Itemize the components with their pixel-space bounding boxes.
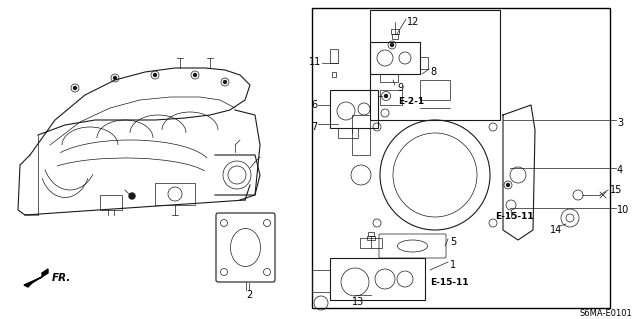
Bar bbox=[338, 128, 358, 138]
Bar bbox=[420, 80, 450, 100]
Bar bbox=[330, 258, 425, 300]
Text: S6MA-E0101: S6MA-E0101 bbox=[579, 309, 632, 318]
Bar bbox=[330, 49, 338, 63]
Bar bbox=[312, 8, 610, 308]
Bar bbox=[391, 29, 399, 34]
Text: 9: 9 bbox=[397, 83, 403, 93]
Text: 5: 5 bbox=[450, 237, 456, 247]
Circle shape bbox=[74, 86, 77, 90]
Text: 8: 8 bbox=[430, 67, 436, 77]
Bar bbox=[370, 42, 420, 74]
Circle shape bbox=[113, 77, 116, 79]
Bar bbox=[360, 238, 382, 248]
Bar bbox=[155, 183, 195, 205]
Bar bbox=[367, 236, 375, 240]
Bar bbox=[392, 34, 398, 39]
Text: E-2-1: E-2-1 bbox=[398, 97, 424, 106]
Bar bbox=[330, 90, 378, 128]
Text: 4: 4 bbox=[617, 165, 623, 175]
Circle shape bbox=[154, 73, 157, 77]
Circle shape bbox=[223, 80, 227, 84]
Bar bbox=[380, 90, 402, 105]
Circle shape bbox=[129, 193, 135, 199]
Text: 2: 2 bbox=[246, 290, 252, 300]
Text: FR.: FR. bbox=[52, 273, 72, 283]
Text: 6: 6 bbox=[311, 100, 317, 110]
Text: 14: 14 bbox=[550, 225, 562, 235]
Bar bbox=[420, 57, 428, 69]
Text: E-15-11: E-15-11 bbox=[495, 212, 534, 221]
Text: 3: 3 bbox=[617, 118, 623, 128]
Bar bbox=[312, 270, 330, 292]
Text: 12: 12 bbox=[407, 17, 419, 27]
Circle shape bbox=[385, 94, 387, 98]
Polygon shape bbox=[24, 269, 48, 287]
Bar bbox=[352, 115, 370, 155]
Circle shape bbox=[193, 73, 196, 77]
Text: E-15-11: E-15-11 bbox=[430, 278, 468, 287]
Bar bbox=[380, 74, 398, 82]
Bar bbox=[332, 72, 336, 77]
Text: 1: 1 bbox=[450, 260, 456, 270]
Text: 15: 15 bbox=[610, 185, 622, 195]
Circle shape bbox=[390, 43, 394, 47]
Bar bbox=[368, 232, 374, 236]
Bar bbox=[370, 10, 500, 120]
Text: 7: 7 bbox=[311, 122, 317, 132]
Text: 11: 11 bbox=[308, 57, 321, 67]
Bar bbox=[100, 195, 122, 210]
Text: 10: 10 bbox=[617, 205, 629, 215]
Circle shape bbox=[506, 183, 509, 187]
Text: 13: 13 bbox=[352, 297, 364, 307]
